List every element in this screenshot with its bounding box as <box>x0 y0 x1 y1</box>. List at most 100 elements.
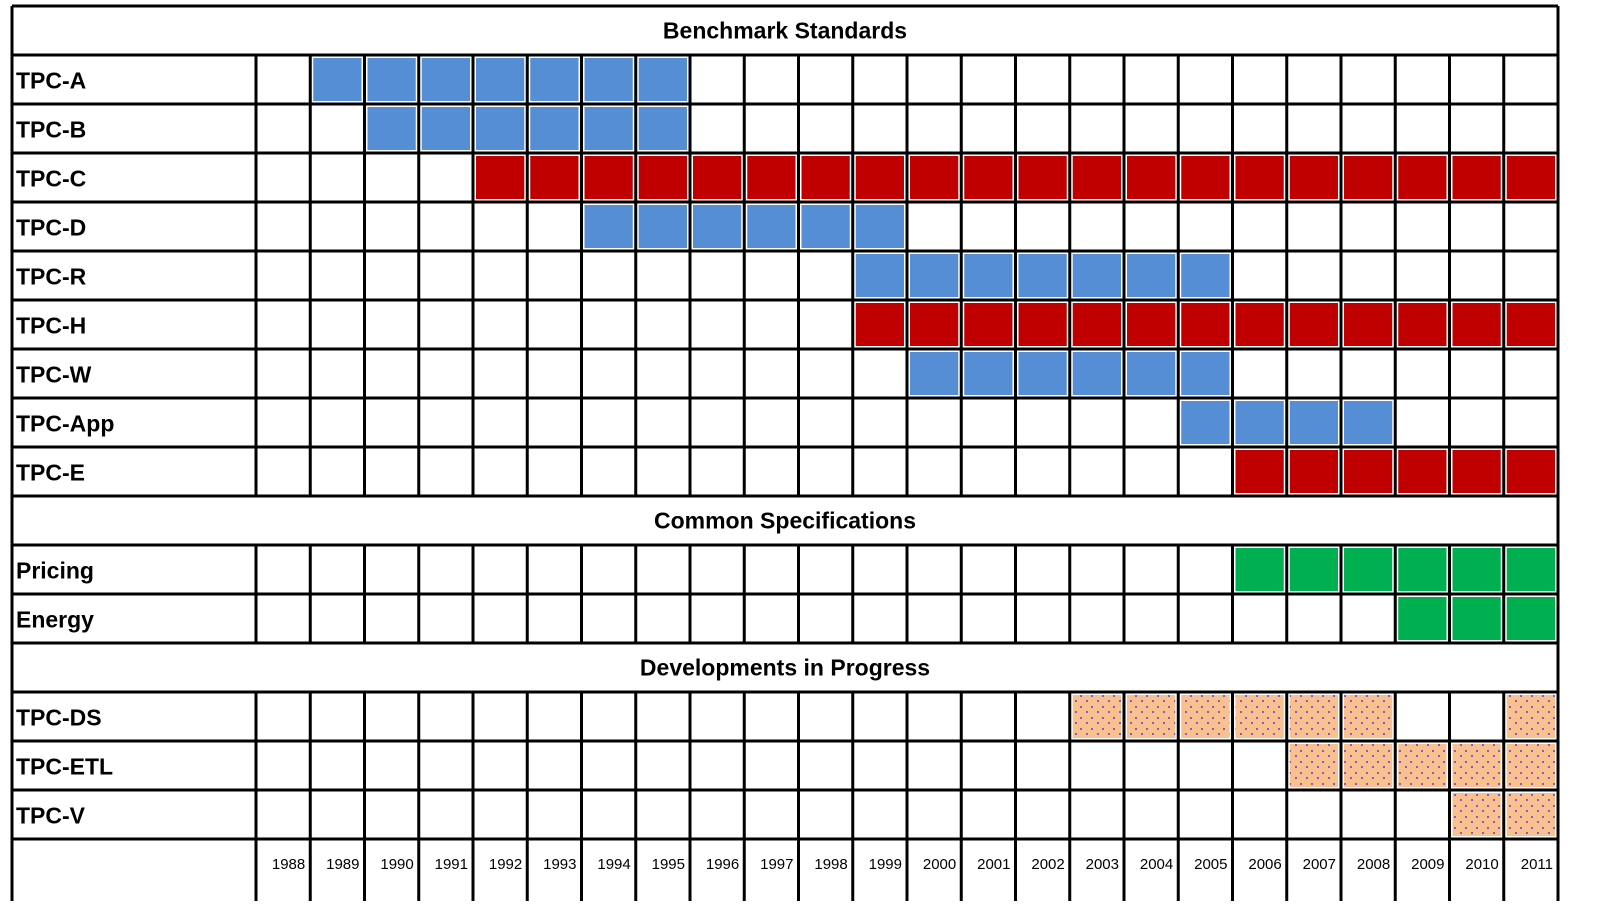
cell-tpc-h-2009 <box>1398 303 1447 346</box>
cell-tpc-h-2002 <box>1018 303 1067 346</box>
year-label-2005: 2005 <box>1194 856 1227 873</box>
row-label-tpc-w: TPC-W <box>16 362 92 388</box>
year-label-2006: 2006 <box>1248 856 1281 873</box>
cell-tpc-d-1995 <box>638 205 687 248</box>
year-label-1992: 1992 <box>489 856 522 873</box>
cell-tpc-w-2002 <box>1018 352 1067 395</box>
cell-tpc-h-2006 <box>1235 303 1284 346</box>
cell-tpc-h-2004 <box>1127 303 1176 346</box>
row-label-tpc-d: TPC-D <box>16 215 86 241</box>
cell-tpc-etl-2007 <box>1289 744 1338 787</box>
row-label-pricing: Pricing <box>16 558 94 584</box>
cell-tpc-w-2001 <box>964 352 1013 395</box>
cell-tpc-c-1993 <box>530 156 579 199</box>
cell-tpc-app-2007 <box>1289 401 1338 444</box>
cell-tpc-ds-2004 <box>1127 695 1176 738</box>
cell-tpc-a-1995 <box>638 58 687 101</box>
cell-tpc-h-2008 <box>1344 303 1393 346</box>
cell-tpc-c-1994 <box>584 156 633 199</box>
cell-tpc-b-1994 <box>584 107 633 150</box>
cell-pricing-2007 <box>1289 548 1338 591</box>
cell-tpc-b-1995 <box>638 107 687 150</box>
cell-pricing-2006 <box>1235 548 1284 591</box>
cell-tpc-c-2006 <box>1235 156 1284 199</box>
cell-tpc-c-1995 <box>638 156 687 199</box>
row-label-tpc-v: TPC-V <box>16 803 86 829</box>
year-label-1996: 1996 <box>706 856 739 873</box>
cell-tpc-b-1992 <box>476 107 525 150</box>
cell-tpc-c-2004 <box>1127 156 1176 199</box>
year-label-1989: 1989 <box>326 856 359 873</box>
cell-pricing-2009 <box>1398 548 1447 591</box>
cell-tpc-c-1992 <box>476 156 525 199</box>
cell-tpc-e-2010 <box>1452 450 1501 493</box>
cell-tpc-e-2006 <box>1235 450 1284 493</box>
cell-tpc-r-2000 <box>910 254 959 297</box>
year-label-1999: 1999 <box>869 856 902 873</box>
year-label-1994: 1994 <box>597 856 630 873</box>
cell-tpc-c-1997 <box>747 156 796 199</box>
cell-tpc-h-2001 <box>964 303 1013 346</box>
cell-tpc-d-1997 <box>747 205 796 248</box>
row-label-tpc-b: TPC-B <box>16 117 86 143</box>
cell-tpc-e-2011 <box>1506 450 1555 493</box>
year-label-2010: 2010 <box>1465 856 1498 873</box>
cell-tpc-h-2003 <box>1072 303 1121 346</box>
cell-tpc-w-2003 <box>1072 352 1121 395</box>
cell-tpc-c-2000 <box>910 156 959 199</box>
row-label-energy: Energy <box>16 607 94 633</box>
row-label-tpc-a: TPC-A <box>16 68 86 94</box>
year-label-2002: 2002 <box>1031 856 1064 873</box>
cell-tpc-v-2011 <box>1506 793 1555 836</box>
cell-pricing-2008 <box>1344 548 1393 591</box>
cell-tpc-a-1994 <box>584 58 633 101</box>
cell-tpc-c-1996 <box>693 156 742 199</box>
cell-tpc-etl-2010 <box>1452 744 1501 787</box>
cell-tpc-ds-2007 <box>1289 695 1338 738</box>
cell-tpc-v-2010 <box>1452 793 1501 836</box>
cell-tpc-h-2007 <box>1289 303 1338 346</box>
cell-tpc-b-1990 <box>367 107 416 150</box>
cell-tpc-r-1999 <box>855 254 904 297</box>
section-title-benchmark-standards: Benchmark Standards <box>663 18 907 44</box>
year-label-1993: 1993 <box>543 856 576 873</box>
cell-energy-2011 <box>1506 597 1555 640</box>
cell-tpc-h-2005 <box>1181 303 1230 346</box>
year-label-2000: 2000 <box>923 856 956 873</box>
cell-tpc-d-1998 <box>801 205 850 248</box>
cell-tpc-h-2011 <box>1506 303 1555 346</box>
cell-tpc-r-2004 <box>1127 254 1176 297</box>
cell-tpc-etl-2008 <box>1344 744 1393 787</box>
section-title-developments-in-progress: Developments in Progress <box>640 655 930 681</box>
cell-tpc-c-1998 <box>801 156 850 199</box>
year-label-1997: 1997 <box>760 856 793 873</box>
year-label-2003: 2003 <box>1086 856 1119 873</box>
cell-tpc-h-2010 <box>1452 303 1501 346</box>
cell-tpc-d-1999 <box>855 205 904 248</box>
cell-tpc-w-2004 <box>1127 352 1176 395</box>
row-label-tpc-app: TPC-App <box>16 411 114 437</box>
year-label-1990: 1990 <box>380 856 413 873</box>
cell-tpc-b-1991 <box>421 107 470 150</box>
year-label-1991: 1991 <box>435 856 468 873</box>
cell-tpc-c-2003 <box>1072 156 1121 199</box>
row-label-tpc-h: TPC-H <box>16 313 86 339</box>
cell-tpc-etl-2011 <box>1506 744 1555 787</box>
row-label-tpc-e: TPC-E <box>16 460 85 486</box>
cell-tpc-w-2005 <box>1181 352 1230 395</box>
cell-tpc-c-2011 <box>1506 156 1555 199</box>
row-label-tpc-c: TPC-C <box>16 166 86 192</box>
cell-tpc-app-2008 <box>1344 401 1393 444</box>
cell-tpc-e-2009 <box>1398 450 1447 493</box>
cell-tpc-c-2008 <box>1344 156 1393 199</box>
cell-tpc-a-1990 <box>367 58 416 101</box>
year-label-1998: 1998 <box>814 856 847 873</box>
row-label-tpc-ds: TPC-DS <box>16 705 102 731</box>
cell-tpc-c-2002 <box>1018 156 1067 199</box>
cell-pricing-2010 <box>1452 548 1501 591</box>
cell-tpc-c-2009 <box>1398 156 1447 199</box>
section-title-common-specifications: Common Specifications <box>654 508 916 534</box>
year-label-2009: 2009 <box>1411 856 1444 873</box>
cell-tpc-c-2010 <box>1452 156 1501 199</box>
